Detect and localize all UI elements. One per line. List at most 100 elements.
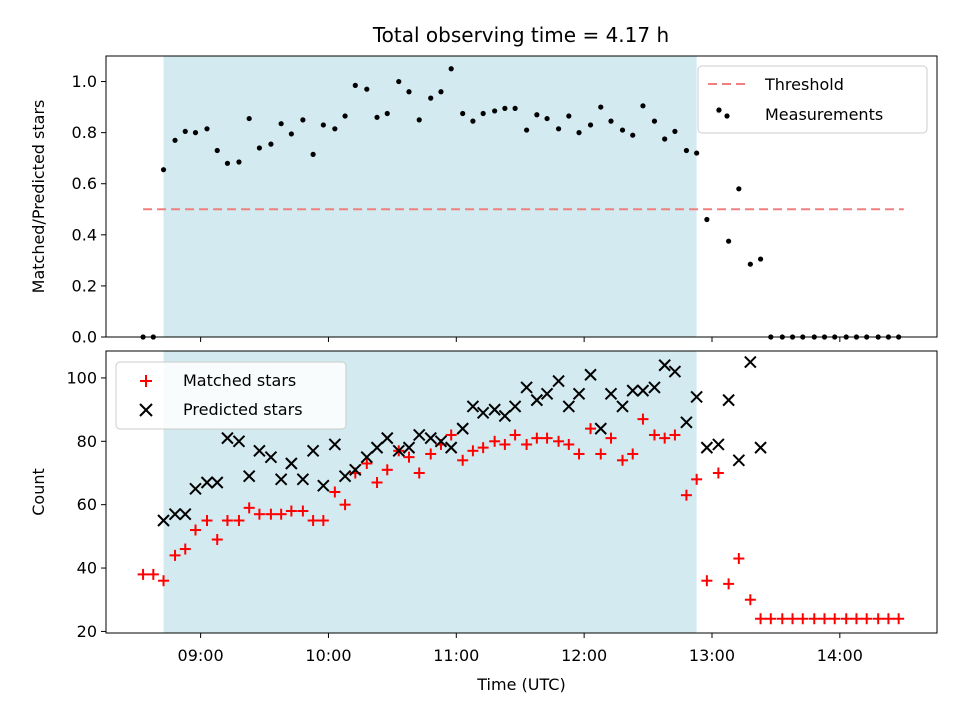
matched-star-point: [329, 486, 341, 498]
matched-star-point: [275, 508, 287, 520]
predicted-star-point: [413, 428, 426, 442]
predicted-star-point: [466, 400, 480, 413]
measurement-point: [364, 86, 370, 92]
predicted-star-point: [456, 422, 469, 435]
ratio-x-axis: [200, 337, 841, 342]
matched-star-point: [169, 549, 181, 561]
measurement-point: [704, 216, 710, 223]
measurement-point: [480, 110, 486, 117]
observing-window-band: [163, 56, 697, 337]
count-legend: Matched stars Predicted stars: [115, 361, 347, 430]
measurement-point: [566, 113, 572, 119]
x-tick-label: 11:00: [433, 646, 479, 665]
matched-star-point: [339, 499, 351, 511]
predicted-star-point: [200, 476, 214, 489]
predicted-star-point: [242, 469, 256, 483]
matched-star-point: [872, 613, 884, 625]
matched-star-point: [776, 613, 788, 625]
measurement-point: [502, 105, 508, 111]
predicted-star-point: [658, 359, 671, 372]
predicted-star-point: [157, 514, 170, 527]
y-tick-label: 80: [77, 432, 97, 451]
matched-star-point: [541, 432, 553, 444]
matched-star-point: [477, 442, 489, 454]
matched-star-point: [445, 429, 457, 441]
matched-star-point: [381, 464, 393, 476]
measurement-point: [396, 78, 402, 85]
matched-star-point: [243, 502, 255, 514]
y-tick-label: 0.6: [72, 174, 97, 193]
matched-star-point: [829, 613, 841, 625]
measurement-point: [300, 117, 306, 123]
measurement-point: [428, 95, 434, 101]
predicted-star-point: [572, 387, 586, 400]
measurement-point: [224, 160, 231, 166]
measurement-point: [278, 121, 284, 127]
predicted-star-point: [444, 441, 458, 454]
matched-star-point: [403, 451, 415, 463]
measurement-point: [332, 126, 338, 132]
matched-star-point: [882, 613, 894, 625]
matched-star-point: [585, 423, 597, 435]
matched-star-point: [285, 505, 297, 517]
predicted-star-point: [274, 473, 288, 486]
ratio-legend: Threshold Measurements: [697, 65, 928, 134]
count-y-axis: 20 40 60 80 100: [66, 368, 106, 641]
predicted-star-point: [594, 422, 607, 435]
matched-star-point: [637, 413, 649, 425]
matched-star-point: [723, 578, 735, 590]
measurement-point: [288, 131, 294, 137]
measurement-point: [172, 137, 178, 143]
y-tick-label: 0.2: [72, 276, 97, 295]
predicted-star-point: [508, 400, 522, 413]
predicted-star-point: [253, 444, 266, 458]
predicted-star-point: [306, 444, 320, 458]
matched-star-point: [253, 508, 265, 520]
measurement-point: [320, 122, 326, 128]
x-tick-label: 09:00: [178, 646, 224, 665]
predicted-star-point: [488, 403, 501, 416]
predicted-star-point: [360, 450, 374, 464]
measurement-point: [524, 127, 530, 133]
matched-star-point: [659, 432, 671, 444]
measurement-point: [651, 118, 658, 124]
y-tick-label: 60: [77, 495, 97, 514]
measurement-point: [736, 186, 742, 192]
measurement-point: [598, 104, 604, 110]
measurement-point: [246, 115, 252, 122]
measurement-point: [256, 145, 263, 151]
measurements-legend-swatch-1: [716, 107, 722, 113]
predicted-star-point: [530, 393, 544, 407]
x-axis-label: Time (UTC): [476, 675, 565, 694]
measurement-point: [406, 89, 412, 95]
measurement-point: [587, 122, 594, 128]
matched-star-point: [201, 515, 213, 527]
count-y-axis-label: Count: [29, 468, 48, 516]
matched-star-point: [733, 553, 745, 565]
matched-star-point: [221, 515, 233, 527]
matched-star-point: [147, 568, 159, 580]
predicted-star-point: [754, 441, 767, 454]
matched-star-point: [701, 575, 713, 587]
matched-star-point: [189, 524, 201, 536]
predicted-star-point: [520, 381, 533, 394]
matched-star-point: [808, 613, 820, 625]
predicted-star-point: [712, 438, 725, 451]
matched-star-point: [137, 568, 149, 580]
predicted-star-point: [680, 416, 693, 429]
measurement-point: [204, 126, 210, 132]
predicted-star-point: [540, 387, 554, 400]
matched-star-point: [797, 613, 809, 625]
predicted-star-point: [604, 387, 618, 400]
measurement-point: [619, 127, 626, 133]
measurement-point: [310, 151, 316, 157]
matched-star-point: [818, 613, 830, 625]
measurement-point: [438, 89, 444, 95]
threshold-legend-label: Threshold: [764, 75, 844, 94]
y-tick-label: 0.0: [72, 328, 97, 347]
matched-star-point: [211, 534, 223, 546]
predicted-star-point: [700, 441, 714, 454]
predicted-star-point: [370, 441, 384, 454]
matched-legend-label: Matched stars: [183, 371, 296, 390]
measurement-point: [662, 136, 668, 142]
